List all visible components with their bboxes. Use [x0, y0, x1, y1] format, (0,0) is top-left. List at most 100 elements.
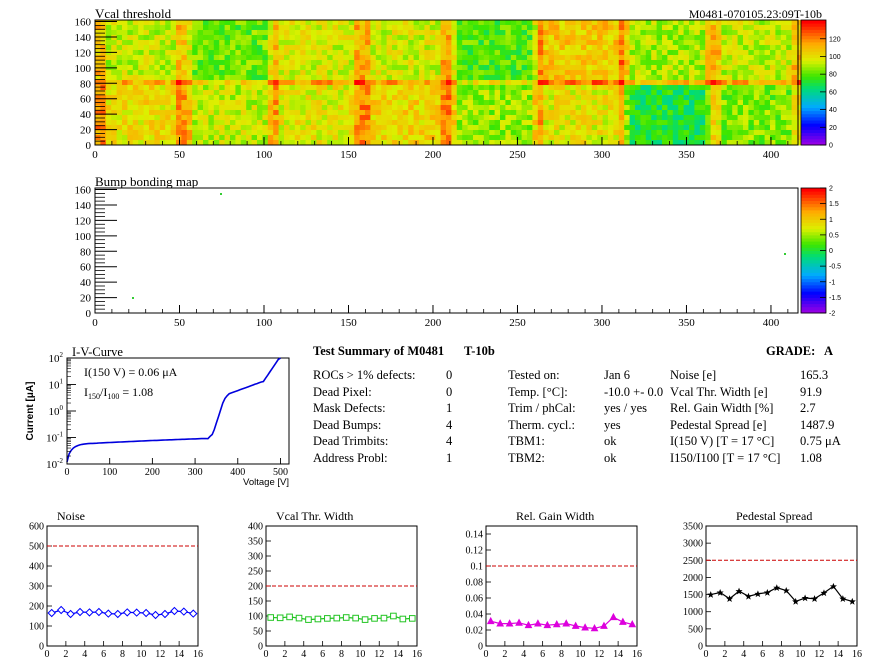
vcal-map-cell [327, 115, 333, 121]
vcal-map-cell [219, 120, 225, 126]
vcal-map-cell [435, 25, 441, 31]
vcal-map-cell [392, 55, 398, 61]
vcal-map-cell [613, 115, 620, 121]
vcal-map-cell [159, 75, 166, 81]
vcal-map-cell [132, 60, 139, 66]
vcal-map-cell [694, 95, 701, 101]
vcal-map-cell [500, 105, 506, 111]
vcal-map-cell [770, 35, 776, 41]
bump-palette-label: -1.5 [829, 295, 841, 302]
pedestal-ytick-label: 2000 [683, 573, 703, 584]
vcal-map-cell [570, 35, 576, 41]
vcal-map-cell [246, 50, 252, 56]
vcal-map-cell [689, 80, 695, 86]
vcal-map-cell [321, 60, 328, 66]
vcal-map-cell [581, 45, 587, 51]
vcal-map-cell [532, 20, 539, 26]
vcal-map-cell [338, 65, 344, 71]
vcal-map-cell [176, 90, 182, 96]
vcal-map-cell [257, 25, 263, 31]
vcal-map-cell [203, 80, 209, 86]
vcal-map-cell [478, 130, 485, 136]
pedestal-point [716, 589, 724, 596]
vcal-map-cell [451, 25, 458, 31]
vcal-map-cell [440, 75, 447, 81]
vcal-map-cell [262, 100, 269, 106]
vcal-map-cell [419, 130, 425, 136]
vcal-map-cell [629, 115, 636, 121]
vcal-map-cell [748, 105, 755, 111]
vcal-map-cell [284, 50, 290, 56]
vcal-map-cell [689, 35, 695, 41]
vcal-map-cell [564, 60, 571, 66]
vcal-map-cell [478, 70, 485, 76]
summary-value: -10.0 +- 0.0 [604, 384, 664, 399]
vcal-map-cell [111, 110, 117, 116]
bump-palette-cell [801, 256, 826, 261]
vcal-map-cell [786, 85, 792, 91]
vcal-map-cell [273, 50, 279, 56]
vcal-map-cell [791, 110, 798, 116]
vcal-map-cell [294, 90, 301, 96]
vcal-map-cell [278, 30, 285, 36]
vcal-ytick-label: 20 [80, 125, 92, 137]
vcal-map-cell [224, 30, 231, 36]
vcal-map-cell [645, 35, 652, 41]
vcal-map-cell [710, 110, 717, 116]
vcal-map-cell [602, 125, 609, 131]
vcal-map-cell [613, 85, 620, 91]
vcal-map-cell [154, 100, 161, 106]
vcal-map-cell [516, 125, 522, 131]
vcal-map-cell [473, 30, 479, 36]
vcal-map-cell [467, 105, 474, 111]
vcal-map-cell [500, 30, 506, 36]
vcal-map-cell [532, 110, 539, 116]
vcal-map-cell [645, 120, 652, 126]
vcal-map-cell [467, 120, 474, 126]
vcal-map-cell [419, 120, 425, 126]
vcal-map-cell [618, 70, 625, 76]
vcal-map-cell [635, 25, 641, 31]
vcal-map-cell [257, 85, 263, 91]
vcal-map-cell [300, 20, 306, 26]
bump-palette-cell [801, 263, 826, 267]
summary-value: 165.3 [800, 368, 829, 382]
vcal-map-cell [521, 35, 528, 41]
vcal-map-cell [419, 110, 425, 116]
vcal-map-cell [575, 130, 582, 136]
vcal-map-cell [354, 95, 360, 101]
vcal-map-cell [143, 90, 150, 96]
vcal-map-cell [105, 35, 112, 41]
vcal-map-cell [489, 90, 495, 96]
vcal-map-cell [235, 75, 242, 81]
vcal-map-cell [716, 85, 722, 91]
vcal-map-cell [775, 45, 782, 51]
vcal-ytick-label: 80 [80, 78, 92, 90]
vcal-map-cell [359, 90, 366, 96]
vcal-map-cell [710, 30, 717, 36]
vcal-map-cell [618, 45, 625, 51]
vcal-map-cell [635, 35, 641, 41]
bump-palette-cell [801, 250, 826, 255]
vcal-map-cell [521, 40, 528, 46]
vcal-xtick-label: 100 [256, 149, 273, 161]
vcal-map-cell [678, 65, 684, 71]
vcal-map-cell [111, 35, 117, 41]
vcal-map-cell [586, 125, 593, 131]
vcal-map-cell [791, 30, 798, 36]
vcal-map-cell [737, 85, 744, 91]
vcal-map-cell [132, 90, 139, 96]
vcal-width-point [361, 616, 369, 623]
vcal-map-cell [429, 20, 436, 26]
vcal-map-cell [575, 45, 582, 51]
vcal-map-cell [705, 75, 711, 81]
vcal-map-cell [797, 90, 803, 96]
vcal-map-cell [705, 65, 711, 71]
vcal-map-cell [732, 85, 738, 91]
vcal-map-cell [591, 20, 598, 26]
vcal-map-cell [694, 20, 701, 26]
vcal-map-cell [386, 100, 393, 106]
bump-palette-cell [801, 269, 826, 273]
vcal-map-cell [257, 120, 263, 126]
vcal-map-cell [429, 130, 436, 136]
